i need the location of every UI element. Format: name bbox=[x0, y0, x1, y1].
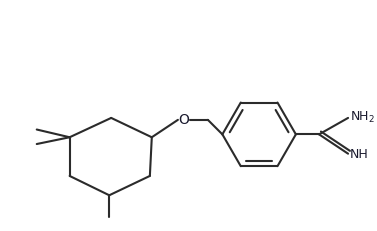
Text: NH$_2$: NH$_2$ bbox=[350, 109, 375, 125]
Text: O: O bbox=[178, 113, 189, 127]
Text: NH: NH bbox=[350, 148, 369, 161]
